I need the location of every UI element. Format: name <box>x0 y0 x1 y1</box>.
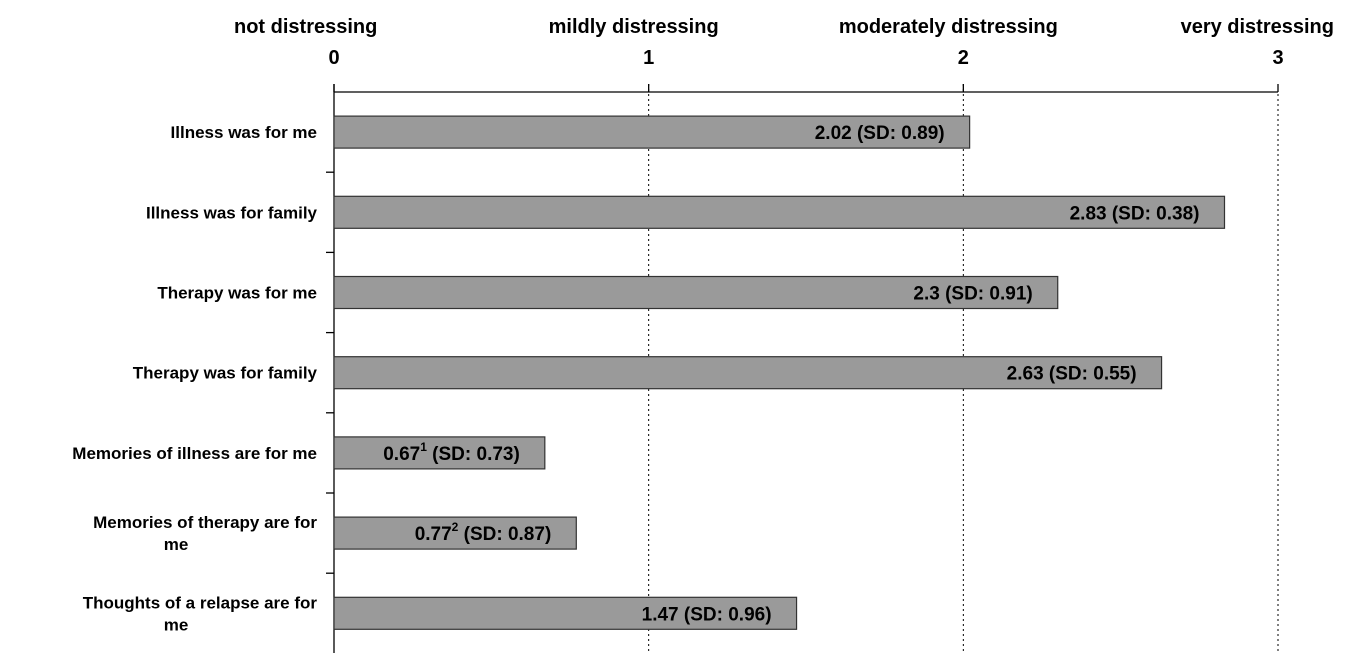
label-layer: Illness was for me 2.02 (SD: 0.89) Illness… <box>72 123 1199 634</box>
category-label: Thoughts of a relapse are for <box>83 593 318 612</box>
tick-label: moderately distressing <box>839 16 1058 38</box>
data-label-value: 0.77 <box>415 524 452 545</box>
data-label: 2.3 (SD: 0.91) <box>913 284 1032 305</box>
data-label: 2.83 (SD: 0.38) <box>1070 203 1200 224</box>
tick-value: 1 <box>643 47 654 69</box>
data-label: 0.671 (SD: 0.73) <box>383 440 520 465</box>
data-label-sd: (SD: 0.38) <box>1107 203 1200 224</box>
bar <box>333 356 1163 390</box>
data-label: 2.63 (SD: 0.55) <box>1007 364 1137 385</box>
category-label: Therapy was for me <box>157 284 317 303</box>
category-label: Therapy was for family <box>133 364 318 383</box>
data-label-value: 2.83 <box>1070 203 1107 224</box>
data-label-sd: (SD: 0.87) <box>458 524 551 545</box>
bar <box>333 195 1226 229</box>
bar <box>333 516 577 550</box>
bar <box>333 275 1059 310</box>
data-label-sd: (SD: 0.89) <box>852 123 945 144</box>
data-label-sd: (SD: 0.91) <box>940 284 1033 305</box>
data-label-footnote: 2 <box>452 520 459 534</box>
tick-label: very distressing <box>1181 16 1334 38</box>
data-label: 0.772 (SD: 0.87) <box>415 520 552 545</box>
data-label-sd: (SD: 0.73) <box>427 444 520 465</box>
category-label: me <box>164 615 189 634</box>
category-label: Illness was for family <box>146 203 318 222</box>
data-label-sd: (SD: 0.96) <box>679 604 772 625</box>
bar <box>333 596 798 630</box>
tick-value: 2 <box>958 47 969 69</box>
axis-layer: not distressing 0 mildly distressing 1 moder… <box>234 16 1334 653</box>
tick-label: not distressing <box>234 16 377 38</box>
bar-layer <box>333 115 1226 630</box>
data-label: 1.47 (SD: 0.96) <box>642 604 772 625</box>
data-label-value: 2.63 <box>1007 364 1044 385</box>
tick-value: 3 <box>1272 47 1283 69</box>
tick-value: 0 <box>328 47 339 69</box>
data-label: 2.02 (SD: 0.89) <box>815 123 945 144</box>
data-label-footnote: 1 <box>420 440 427 454</box>
data-label-value: 2.02 <box>815 123 852 144</box>
category-label: Illness was for me <box>171 123 317 142</box>
data-label-value: 2.3 <box>913 284 939 305</box>
category-label: Memories of therapy are for <box>93 513 317 532</box>
category-label: me <box>164 535 189 554</box>
data-label-value: 1.47 <box>642 604 679 625</box>
data-label-sd: (SD: 0.55) <box>1044 364 1137 385</box>
category-label: Memories of illness are for me <box>72 444 317 463</box>
bar <box>333 115 971 149</box>
bar <box>333 436 546 470</box>
tick-label: mildly distressing <box>549 16 719 38</box>
data-label-value: 0.67 <box>383 444 420 465</box>
